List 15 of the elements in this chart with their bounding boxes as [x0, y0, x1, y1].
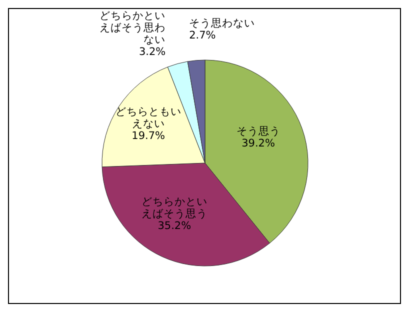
slice-label: どちらともいえない	[115, 106, 182, 130]
pie-slice	[204, 60, 308, 244]
data-label: 35.2%	[158, 220, 192, 232]
data-label: 2.7%	[189, 30, 216, 42]
slice-label: どちらかといえばそう思う	[141, 196, 208, 220]
pie-slice	[167, 61, 206, 164]
slice-label: どちらかといえばそう思わない	[100, 10, 166, 46]
data-label: 19.7%	[132, 130, 166, 142]
pie-slice	[187, 60, 206, 164]
data-label: 39.2%	[242, 137, 275, 150]
pie-slice	[102, 66, 206, 168]
slice-label: そう思う	[236, 125, 280, 138]
slice-label: そう思わない	[189, 18, 256, 30]
pie-slice	[102, 162, 270, 266]
data-label: 3.2%	[138, 46, 166, 58]
